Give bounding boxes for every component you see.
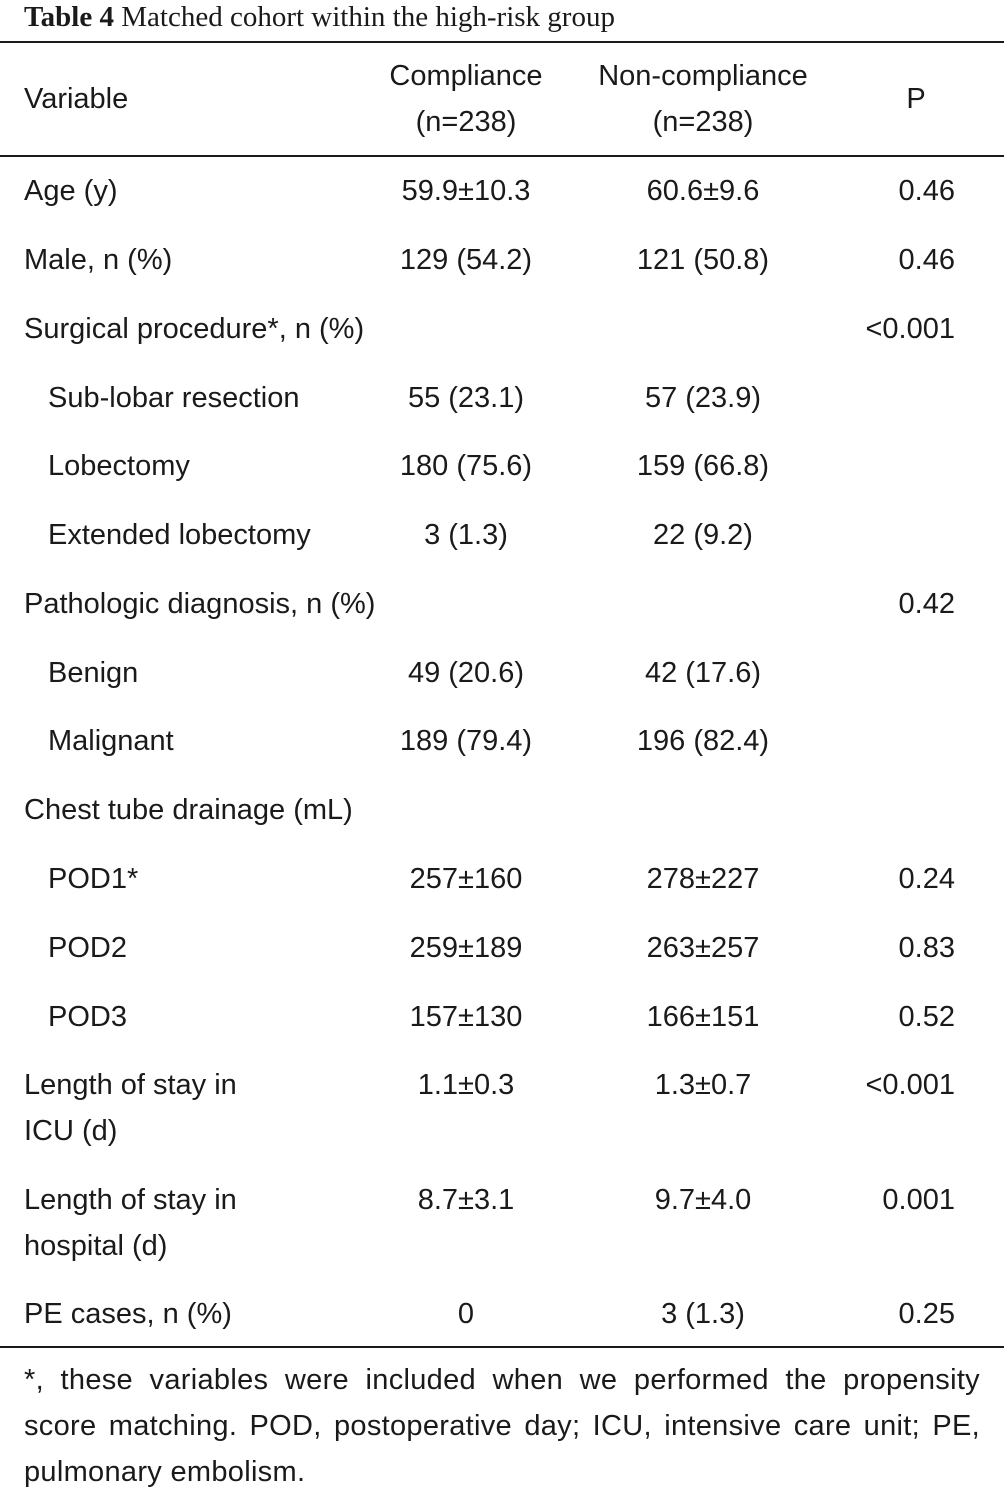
cell-non-compliance: 196 (82.4) (636, 725, 770, 757)
cell-compliance: 1.1±0.3 (417, 1069, 515, 1101)
header-variable: Variable (24, 83, 129, 115)
table-caption: Table 4 Matched cohort within the high-r… (24, 0, 615, 34)
cell-variable: Pathologic diagnosis, n (%) (24, 588, 376, 620)
cell-p: 0.83 (898, 932, 955, 964)
cell-non-compliance: 22 (9.2) (653, 519, 753, 551)
cell-variable: POD3 (48, 1001, 127, 1033)
cell-variable: hospital (d) (24, 1230, 168, 1262)
cell-p: 0.46 (898, 244, 955, 276)
cell-p: 0.24 (898, 863, 955, 895)
cell-non-compliance: 263±257 (646, 932, 760, 964)
cell-non-compliance: 60.6±9.6 (646, 175, 760, 207)
cell-non-compliance: 3 (1.3) (661, 1298, 745, 1330)
header-non-compliance: Non-compliance (598, 60, 808, 92)
table-footnote: *, these variables were included when we… (24, 1364, 980, 1488)
table-label: Table 4 (24, 1, 114, 33)
cell-non-compliance: 159 (66.8) (636, 450, 770, 482)
cell-non-compliance: 121 (50.8) (636, 244, 770, 276)
cell-variable: Age (y) (24, 175, 118, 207)
cell-compliance: 259±189 (409, 932, 523, 964)
cell-variable: POD2 (48, 932, 127, 964)
header-compliance: Compliance (389, 60, 543, 92)
cell-compliance: 257±160 (409, 863, 523, 895)
cell-variable: Surgical procedure*, n (%) (24, 313, 365, 345)
cell-compliance: 3 (1.3) (424, 519, 508, 551)
cell-non-compliance: 57 (23.9) (644, 382, 762, 414)
cell-compliance: 8.7±3.1 (417, 1184, 515, 1216)
cell-variable: Length of stay in (24, 1069, 237, 1101)
cell-non-compliance: 42 (17.6) (644, 657, 762, 689)
header-non-compliance-n: (n=238) (652, 106, 754, 138)
cell-variable: Male, n (%) (24, 244, 173, 276)
cell-variable: Length of stay in (24, 1184, 237, 1216)
cell-variable: Sub-lobar resection (48, 382, 300, 414)
cell-variable: Extended lobectomy (48, 519, 311, 551)
cell-p: 0.25 (898, 1298, 955, 1330)
cell-compliance: 189 (79.4) (399, 725, 533, 757)
header-compliance-n: (n=238) (415, 106, 517, 138)
cell-non-compliance: 1.3±0.7 (654, 1069, 752, 1101)
cell-variable: POD1* (48, 863, 139, 895)
cell-compliance: 59.9±10.3 (401, 175, 531, 207)
cell-non-compliance: 9.7±4.0 (654, 1184, 752, 1216)
cell-compliance: 180 (75.6) (399, 450, 533, 482)
header-rule (0, 155, 1004, 157)
cell-p: <0.001 (865, 1069, 955, 1101)
cell-p: 0.52 (898, 1001, 955, 1033)
cell-variable: ICU (d) (24, 1115, 118, 1147)
cell-variable: Lobectomy (48, 450, 190, 482)
cell-non-compliance: 278±227 (646, 863, 760, 895)
cell-compliance: 0 (457, 1298, 475, 1330)
top-rule (0, 41, 1004, 43)
header-p: P (906, 83, 926, 115)
cell-compliance: 49 (20.6) (407, 657, 525, 689)
cell-compliance: 55 (23.1) (407, 382, 525, 414)
cell-variable: Chest tube drainage (mL) (24, 794, 353, 826)
cell-p: <0.001 (865, 313, 955, 345)
cell-non-compliance: 166±151 (646, 1001, 760, 1033)
table-title: Matched cohort within the high-risk grou… (121, 1, 615, 33)
cell-variable: Malignant (48, 725, 174, 757)
cell-p: 0.46 (898, 175, 955, 207)
cell-compliance: 157±130 (409, 1001, 523, 1033)
cell-variable: PE cases, n (%) (24, 1298, 232, 1330)
cell-p: 0.001 (882, 1184, 955, 1216)
cell-variable: Benign (48, 657, 139, 689)
cell-compliance: 129 (54.2) (399, 244, 533, 276)
cell-p: 0.42 (898, 588, 955, 620)
bottom-rule (0, 1346, 1004, 1348)
